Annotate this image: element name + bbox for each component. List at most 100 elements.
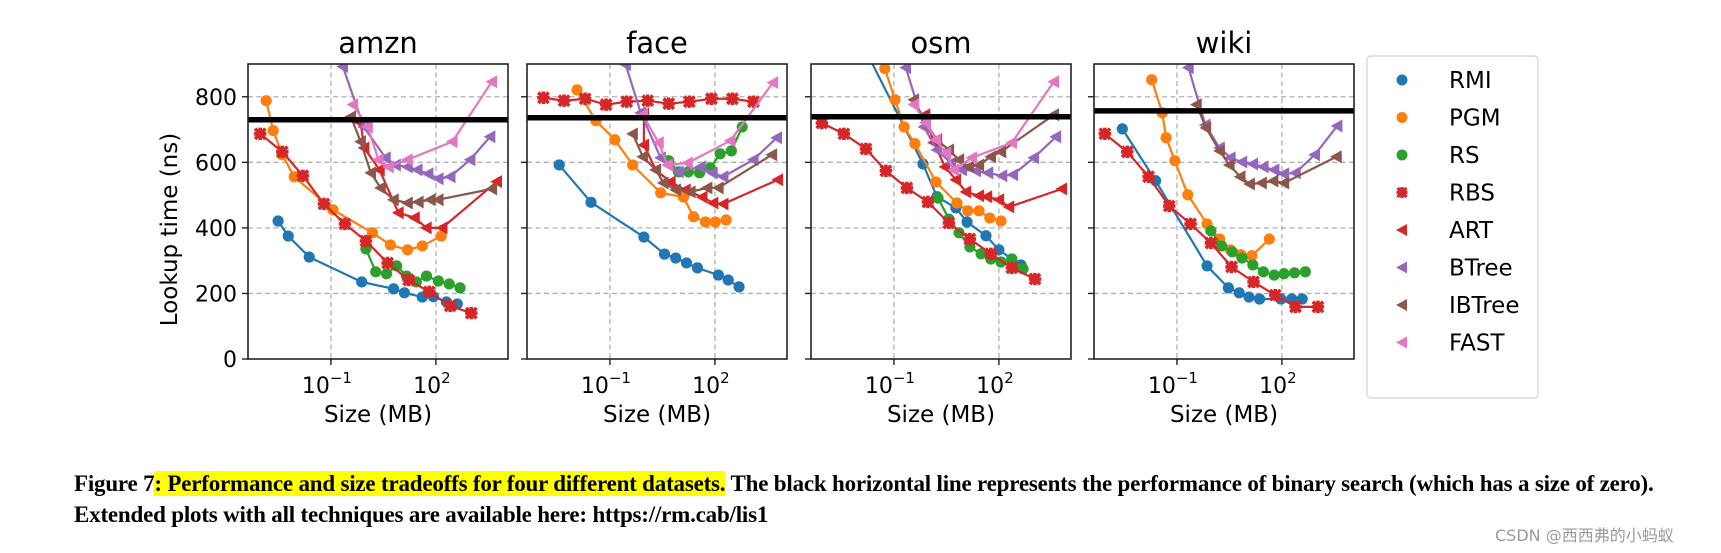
data-point-rbs: [984, 247, 998, 261]
data-point-ibtree: [1243, 177, 1255, 191]
panel-title: amzn: [338, 26, 418, 60]
data-point-ibtree: [984, 150, 997, 164]
series-rs: [1205, 225, 1311, 281]
data-point-btree: [705, 166, 718, 180]
data-point-rbs: [464, 306, 478, 320]
data-point-fast: [372, 153, 384, 167]
ytick-label: 200: [195, 282, 237, 307]
data-point-pgm: [930, 176, 942, 188]
series-rs: [932, 192, 1029, 275]
data-point-rmi: [1222, 282, 1234, 294]
grid: [527, 64, 787, 359]
data-point-fast: [766, 76, 779, 90]
data-point-btree: [410, 163, 423, 177]
series-ibtree: [1190, 98, 1342, 191]
panel-amzn: 0 200 400 600 800 10−1 102 Size (MB) amzn: [195, 26, 509, 428]
data-point-rbs: [620, 95, 634, 109]
data-point-rmi: [712, 269, 725, 281]
data-point-rs: [1216, 240, 1228, 252]
data-point-pgm: [1246, 250, 1258, 262]
data-point-fast: [382, 160, 394, 174]
data-point-rbs: [1225, 260, 1238, 274]
data-point-btree: [746, 153, 759, 167]
data-point-rmi: [398, 287, 411, 299]
data-point-rbs: [704, 92, 718, 106]
data-point-rbs: [1120, 145, 1134, 159]
data-point-btree: [1267, 163, 1280, 177]
ytick-label: 400: [195, 217, 237, 242]
legend-item-pgm: PGM: [1396, 106, 1501, 132]
data-point-rmi: [1243, 291, 1255, 303]
data-point-rbs: [1162, 199, 1176, 213]
data-point-pgm: [699, 216, 712, 228]
data-point-btree: [899, 64, 912, 75]
data-point-pgm: [909, 138, 921, 150]
data-point-pgm: [879, 64, 891, 75]
data-point-rbs: [381, 256, 395, 270]
series-line-pgm: [265, 100, 442, 251]
data-point-rmi: [1201, 260, 1213, 272]
data-point-ibtree: [656, 176, 669, 190]
data-point-pgm: [951, 197, 963, 209]
data-point-ibtree: [669, 183, 681, 197]
data-point-rs: [1205, 225, 1217, 237]
data-point-btree: [1006, 168, 1019, 182]
data-point-rmi: [961, 216, 973, 228]
data-point-rs: [1299, 266, 1311, 278]
data-point-art: [972, 189, 985, 203]
data-point-art: [663, 175, 676, 189]
data-point-rmi: [980, 230, 992, 242]
data-point-rs: [1006, 253, 1018, 265]
data-point-fast: [907, 98, 920, 112]
data-point-rbs: [578, 92, 592, 106]
data-point-pgm: [267, 124, 279, 137]
xtick-label: 10−1: [581, 369, 631, 399]
data-point-rs: [725, 145, 737, 157]
y-axis-label: Lookup time (ns): [157, 133, 183, 326]
data-point-art: [408, 211, 420, 225]
legend-item-rmi: RMI: [1396, 68, 1492, 94]
data-point-btree: [1027, 151, 1040, 165]
data-point-rmi: [658, 248, 671, 260]
data-point-btree: [1235, 155, 1248, 169]
data-point-rmi: [1253, 293, 1266, 305]
data-point-rs: [1247, 259, 1259, 271]
data-point-rmi: [917, 158, 929, 170]
x-axis-label: Size (MB): [603, 402, 711, 428]
series-group: [1098, 64, 1343, 314]
data-point-ibtree: [1277, 176, 1290, 190]
data-point-ibtree: [683, 185, 696, 199]
data-point-rbs: [599, 98, 613, 112]
data-point-pgm: [1146, 74, 1158, 86]
data-point-rbs: [1268, 288, 1282, 302]
series-pgm: [879, 64, 1007, 227]
data-point-fast: [681, 156, 693, 170]
data-point-art: [980, 190, 993, 204]
xtick-label: 102: [976, 369, 1014, 399]
data-point-rmi: [282, 230, 294, 242]
data-point-fast: [929, 133, 942, 147]
data-point-btree: [716, 170, 729, 184]
data-point-pgm: [655, 187, 667, 199]
data-point-btree: [930, 143, 943, 157]
x-axis-label: Size (MB): [887, 402, 995, 428]
x-axis-label: Size (MB): [324, 402, 432, 428]
data-point-pgm: [984, 212, 996, 224]
grid: [1094, 64, 1354, 359]
data-point-rs: [370, 266, 382, 278]
data-point-btree: [443, 170, 456, 184]
panel-title: wiki: [1196, 26, 1253, 60]
data-point-ibtree: [431, 193, 444, 207]
data-point-rs: [432, 275, 444, 287]
panel-title: osm: [910, 26, 971, 60]
data-point-rbs: [1311, 300, 1325, 314]
data-point-ibtree: [1266, 174, 1279, 188]
data-point-ibtree: [636, 150, 649, 164]
data-point-pgm: [898, 121, 910, 133]
data-point-ibtree: [972, 158, 985, 172]
legend-box: [1366, 55, 1539, 399]
series-rbs: [1098, 127, 1325, 314]
data-point-rbs: [1098, 127, 1112, 141]
data-point-rbs: [942, 216, 956, 230]
data-point-rbs: [746, 95, 760, 109]
